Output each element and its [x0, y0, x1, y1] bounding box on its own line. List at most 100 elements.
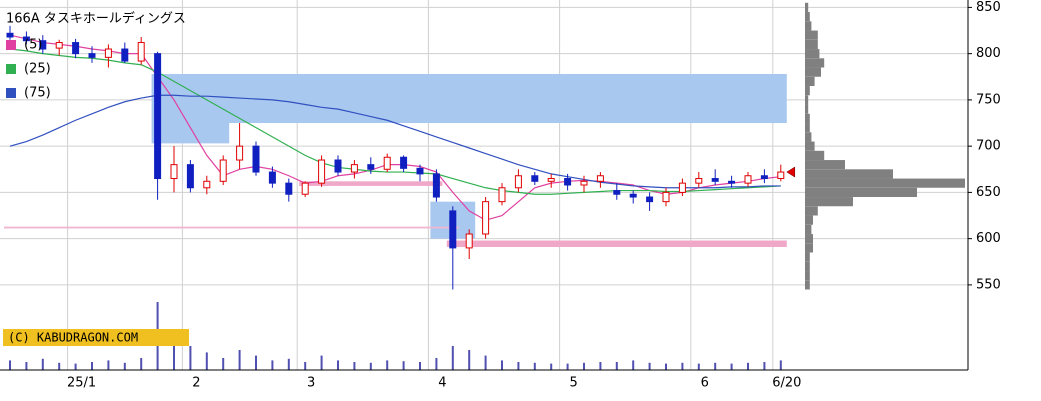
volume-bar — [451, 346, 454, 370]
volume-bar — [238, 350, 241, 370]
volume-bar — [533, 362, 536, 370]
volume-bar — [91, 362, 93, 370]
volume-bar — [468, 350, 471, 370]
moving-average-line — [9, 94, 781, 189]
volume-bar — [501, 360, 503, 370]
volume-bar — [697, 363, 700, 370]
candle-body — [39, 40, 47, 50]
x-tick-label: 6/20 — [772, 376, 801, 391]
volume-profile-bar — [805, 2, 809, 12]
volume-profile-bar — [805, 169, 893, 179]
volume-profile-bar — [805, 86, 810, 96]
legend-label: (5) — [24, 38, 42, 53]
volume-profile-bar — [805, 123, 810, 133]
volume-bar — [140, 358, 143, 370]
candle-body — [334, 159, 342, 173]
candle-body — [432, 173, 440, 198]
volume-bar — [747, 362, 749, 370]
volume-profile-bar — [805, 76, 815, 86]
volume-bar — [583, 362, 585, 370]
candle-body — [531, 175, 539, 182]
volume-bar — [730, 363, 733, 370]
x-tick-label: 2 — [192, 376, 200, 391]
y-tick-label: 800 — [976, 46, 1001, 61]
candle-body — [236, 145, 244, 161]
candle-body — [744, 175, 752, 184]
volume-profile-bar — [805, 49, 820, 59]
price-zone — [299, 181, 443, 186]
candle-body — [711, 178, 719, 182]
volume-profile-bar — [805, 104, 809, 114]
volume-profile-bar — [805, 271, 810, 281]
volume-bar — [402, 361, 405, 370]
candle-body — [449, 210, 457, 249]
volume-bar — [320, 355, 323, 370]
volume-bar — [25, 362, 28, 370]
price-zone — [446, 240, 787, 247]
volume-bar — [763, 362, 766, 370]
volume-bar — [517, 362, 520, 370]
y-tick-label: 850 — [976, 0, 1001, 15]
legend-swatch — [6, 88, 16, 98]
legend-label: (25) — [24, 62, 51, 77]
candle-body — [728, 180, 736, 184]
y-tick-label: 650 — [976, 185, 1001, 200]
candle-body — [252, 145, 260, 173]
last-price-marker — [786, 166, 796, 178]
volume-bar — [107, 360, 110, 370]
volume-bar — [386, 360, 389, 370]
volume-profile-bar — [805, 39, 818, 49]
volume-profile-bar — [805, 67, 821, 77]
candle-body — [629, 193, 637, 198]
volume-bar — [304, 362, 307, 370]
volume-bar — [665, 363, 667, 370]
candle-body — [514, 175, 522, 189]
volume-profile-bar — [805, 95, 809, 105]
x-tick-label: 25/1 — [67, 376, 96, 391]
candle-body — [416, 167, 424, 175]
y-tick-label: 600 — [976, 231, 1001, 246]
volume-profile-bar — [805, 224, 812, 234]
candle-body — [6, 32, 14, 38]
volume-profile-bar — [805, 187, 917, 197]
candle-body — [695, 178, 703, 184]
source-box — [3, 329, 189, 346]
volume-bar — [369, 362, 372, 370]
candle-body — [154, 53, 162, 180]
x-tick-label: 4 — [438, 376, 446, 391]
source-label: (C) KABUDRAGON.COM — [8, 331, 138, 345]
x-tick-label: 5 — [569, 376, 577, 391]
volume-profile-bar — [805, 12, 810, 22]
x-tick-label: 6 — [701, 376, 709, 391]
volume-bar — [566, 363, 569, 370]
volume-profile-bar — [805, 132, 812, 142]
candle-body — [547, 178, 555, 182]
volume-bar — [550, 363, 553, 370]
candle-body — [121, 48, 129, 62]
candle-body — [104, 48, 112, 58]
candle-body — [777, 171, 785, 180]
volume-bar — [173, 338, 175, 370]
volume-bar — [435, 358, 438, 370]
price-zone — [217, 74, 787, 124]
candle-body — [137, 42, 145, 62]
volume-profile-bar — [805, 234, 813, 244]
volume-profile-bar — [805, 113, 810, 123]
volume-bar — [74, 363, 77, 370]
chart-title: 166A タスキホールディングス — [6, 11, 186, 27]
volume-profile-bar — [805, 215, 813, 225]
candle-body — [596, 175, 604, 182]
volume-bar — [9, 360, 11, 370]
volume-profile-bar — [805, 243, 813, 253]
volume-bar — [123, 362, 126, 370]
volume-profile-bar — [805, 280, 810, 290]
volume-bar — [779, 360, 782, 370]
volume-bar — [189, 346, 192, 370]
volume-profile-bar — [805, 178, 965, 188]
candle-body — [350, 164, 358, 173]
volume-bar — [648, 362, 651, 370]
y-tick-label: 700 — [976, 139, 1001, 154]
volume-bar — [714, 362, 717, 370]
moving-average-line — [9, 48, 781, 195]
